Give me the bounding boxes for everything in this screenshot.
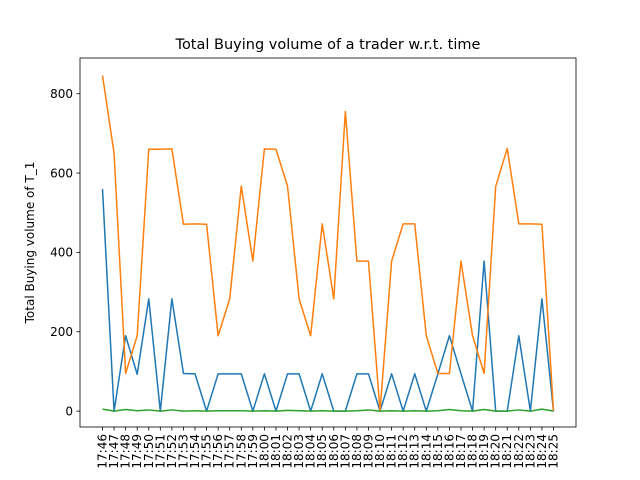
x-tick-label: 18:10 (373, 434, 387, 469)
plot-frame (79, 57, 577, 428)
x-tick-label: 17:57 (223, 434, 237, 469)
x-tick-label: 17:49 (130, 434, 144, 469)
x-tick-label: 17:50 (142, 434, 156, 469)
x-tick-label: 18:11 (385, 434, 399, 469)
x-tick-label: 17:54 (188, 434, 202, 469)
x-tick-label: 17:48 (119, 434, 133, 469)
x-tick-label: 18:23 (523, 434, 537, 469)
series-line-3 (102, 408, 554, 412)
x-tick-label: 17:55 (200, 434, 214, 469)
x-tick-label: 18:13 (408, 434, 422, 469)
x-tick-label: 18:01 (269, 434, 283, 469)
x-tick-label: 17:46 (96, 434, 110, 469)
x-tick-label: 18:15 (431, 434, 445, 469)
x-tick-label: 18:22 (512, 434, 526, 469)
x-tick-label: 18:09 (361, 434, 375, 469)
x-tick-label: 18:04 (304, 434, 318, 469)
x-tick-label: 18:18 (466, 434, 480, 469)
series-line-2 (101, 75, 555, 412)
y-tick-label: 400 (50, 246, 73, 260)
y-axis: 0 200 400 600 800 (50, 87, 80, 418)
x-tick-label: 18:07 (338, 434, 352, 469)
y-tick-label: 600 (50, 166, 73, 180)
x-tick-label: 18:19 (477, 434, 491, 469)
y-tick-label: 800 (50, 87, 73, 101)
x-tick-label: 18:00 (257, 434, 271, 469)
x-tick-label: 17:53 (176, 434, 190, 469)
series-layer (101, 75, 555, 412)
x-tick-label: 18:14 (419, 434, 433, 469)
chart-title: Total Buying volume of a trader w.r.t. t… (175, 37, 481, 53)
x-tick-label: 17:56 (211, 434, 225, 469)
x-tick-label: 18:05 (315, 434, 329, 469)
x-tick-label: 17:59 (246, 434, 260, 469)
y-tick-label: 0 (65, 404, 73, 418)
y-axis-label: Total Buying volume of T_1 (23, 162, 37, 325)
x-tick-label: 18:20 (489, 434, 503, 469)
x-tick-label: 18:16 (442, 434, 456, 469)
x-tick-label: 18:25 (547, 434, 561, 469)
x-tick-label: 17:52 (165, 434, 179, 469)
x-tick-label: 18:21 (500, 434, 514, 469)
x-tick-label: 17:47 (107, 434, 121, 469)
series-line-1 (101, 188, 555, 412)
x-axis: 17:4617:4717:4817:4917:5017:5117:5217:53… (96, 427, 561, 469)
x-tick-label: 18:12 (396, 434, 410, 469)
x-tick-label: 18:06 (327, 434, 341, 469)
y-tick-label: 200 (50, 325, 73, 339)
x-tick-label: 18:03 (292, 434, 306, 469)
x-tick-label: 18:17 (454, 434, 468, 469)
x-tick-label: 17:58 (234, 434, 248, 469)
x-tick-label: 18:08 (350, 434, 364, 469)
x-tick-label: 17:51 (153, 434, 167, 469)
x-tick-label: 18:02 (281, 434, 295, 469)
x-tick-label: 18:24 (535, 434, 549, 469)
